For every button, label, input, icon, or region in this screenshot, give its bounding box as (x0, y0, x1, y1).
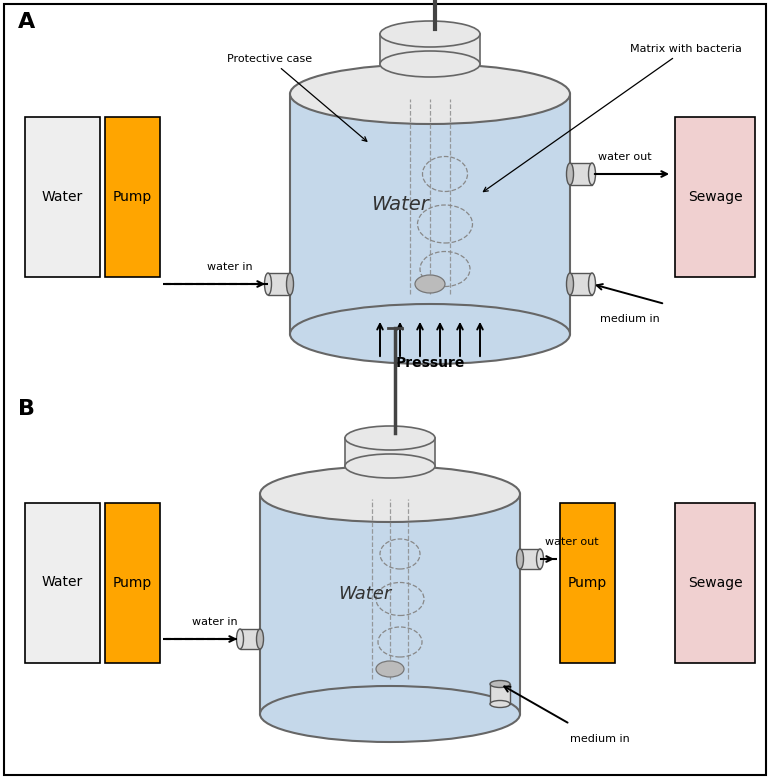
Bar (25, 502, 100, 662)
Text: Matrix with bacteria: Matrix with bacteria (484, 44, 742, 192)
Text: Water: Water (42, 576, 83, 590)
Bar (268, 273, 290, 295)
Text: water out: water out (545, 537, 598, 547)
Text: Pressure: Pressure (395, 356, 464, 370)
Ellipse shape (256, 629, 263, 649)
Text: medium in: medium in (570, 734, 630, 744)
Ellipse shape (588, 273, 595, 295)
Bar (520, 549, 540, 569)
Text: Pump: Pump (113, 189, 152, 203)
Ellipse shape (490, 681, 510, 688)
Ellipse shape (265, 273, 272, 295)
Ellipse shape (290, 304, 570, 364)
Text: water out: water out (598, 152, 651, 162)
Text: medium in: medium in (600, 314, 660, 324)
Text: Fiber optic: Fiber optic (0, 778, 1, 779)
Ellipse shape (380, 21, 480, 47)
Ellipse shape (290, 64, 570, 124)
Ellipse shape (567, 273, 574, 295)
Ellipse shape (345, 454, 435, 478)
Text: A: A (18, 12, 35, 32)
Ellipse shape (376, 661, 404, 677)
Ellipse shape (260, 466, 520, 522)
Bar (570, 273, 592, 295)
Bar (570, 163, 592, 185)
Bar (380, 34, 480, 64)
Text: Water: Water (371, 195, 429, 213)
Bar (560, 502, 615, 662)
Bar (105, 502, 160, 662)
Bar (240, 629, 260, 649)
Bar (25, 117, 100, 277)
Ellipse shape (517, 549, 524, 569)
Text: Sewage: Sewage (688, 189, 742, 203)
Ellipse shape (236, 629, 243, 649)
Bar (675, 502, 755, 662)
Ellipse shape (490, 700, 510, 707)
Bar (490, 684, 510, 704)
Ellipse shape (260, 686, 520, 742)
Text: Water: Water (42, 189, 83, 203)
Bar (105, 117, 160, 277)
Text: water in: water in (192, 617, 238, 627)
Text: Pump: Pump (568, 576, 607, 590)
Bar (290, 94, 570, 334)
Ellipse shape (345, 426, 435, 450)
Text: water in: water in (207, 262, 253, 272)
Bar (675, 117, 755, 277)
Ellipse shape (537, 549, 544, 569)
Bar (260, 494, 520, 714)
Bar (345, 438, 435, 466)
Ellipse shape (567, 163, 574, 185)
Text: Pump: Pump (113, 576, 152, 590)
Ellipse shape (380, 51, 480, 77)
Ellipse shape (286, 273, 293, 295)
Text: Water: Water (338, 585, 392, 603)
Text: B: B (18, 399, 35, 419)
Text: Sewage: Sewage (688, 576, 742, 590)
Ellipse shape (415, 275, 445, 293)
Text: Protective case: Protective case (227, 54, 367, 141)
Ellipse shape (588, 163, 595, 185)
